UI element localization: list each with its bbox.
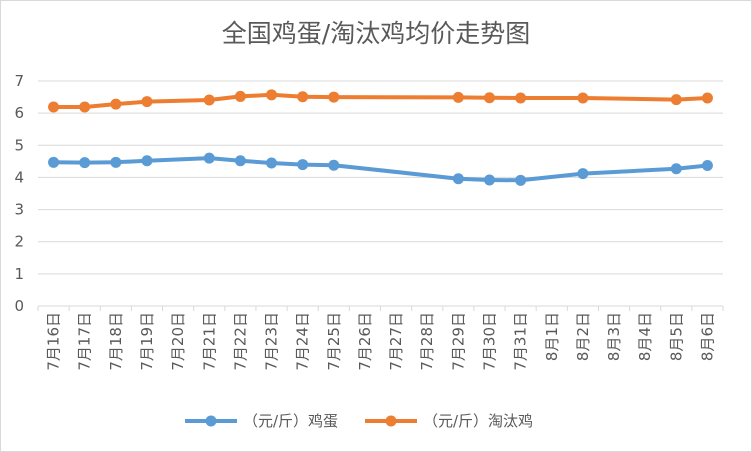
data-point: [328, 159, 340, 171]
x-tick-label: 7月28日: [418, 312, 436, 371]
data-point: [452, 173, 464, 185]
y-tick-label: 1: [14, 265, 24, 283]
x-tick-label: 7月21日: [200, 312, 218, 371]
data-point: [141, 96, 153, 108]
data-point: [670, 94, 682, 106]
x-tick-label: 7月29日: [449, 312, 467, 371]
y-tick-label: 7: [14, 72, 24, 90]
data-point: [297, 91, 309, 103]
x-tick-label: 8月5日: [667, 312, 685, 361]
y-tick-label: 4: [14, 168, 24, 186]
data-point: [515, 92, 527, 104]
data-point: [110, 98, 122, 110]
x-tick-label: 7月23日: [263, 312, 281, 371]
data-point: [234, 155, 246, 167]
data-point: [483, 92, 495, 104]
x-tick-label: 7月25日: [325, 312, 343, 371]
data-point: [515, 174, 527, 186]
x-axis: 7月16日 7月17日 7月18日 7月19日 7月20日 7月21日 7月22日 7月23日…: [37, 305, 724, 371]
data-point: [203, 94, 215, 106]
y-axis-ticks: 0 1 2 3 4 5 6 7: [14, 72, 24, 315]
data-point: [670, 163, 682, 175]
x-tick-label: 7月19日: [138, 312, 156, 371]
x-tick-label: 7月30日: [480, 312, 498, 371]
data-point: [79, 101, 91, 113]
gridlines: [38, 80, 723, 307]
legend-swatch-marker: [205, 415, 217, 427]
legend: （元/斤）鸡蛋 （元/斤）淘汰鸡: [185, 412, 533, 430]
legend-label: （元/斤）淘汰鸡: [423, 412, 533, 430]
data-point: [701, 92, 713, 104]
data-point: [701, 160, 713, 172]
data-point: [266, 89, 278, 101]
data-point: [234, 90, 246, 102]
x-tick-label: 7月18日: [107, 312, 125, 371]
data-point: [452, 91, 464, 103]
data-point: [577, 168, 589, 180]
data-point: [110, 156, 122, 168]
x-tick-label: 7月31日: [512, 312, 530, 371]
data-point: [79, 157, 91, 169]
data-point: [203, 152, 215, 164]
data-point: [141, 155, 153, 167]
x-tick-label: 7月27日: [387, 312, 405, 371]
x-tick-label: 7月22日: [231, 312, 249, 371]
chart-title: 全国鸡蛋/淘汰鸡均价走势图: [221, 19, 531, 48]
x-tick-label: 7月16日: [45, 312, 63, 371]
x-tick-label: 7月26日: [356, 312, 374, 371]
series-layer: [48, 89, 713, 186]
x-tick-label: 7月17日: [76, 312, 94, 371]
data-point: [48, 101, 60, 113]
data-point: [48, 156, 60, 168]
y-tick-label: 6: [14, 104, 24, 122]
x-tick-label: 8月1日: [543, 312, 561, 361]
x-tick-label: 8月3日: [605, 312, 623, 361]
y-tick-label: 3: [14, 201, 24, 219]
x-tick-label: 7月24日: [294, 312, 312, 371]
y-tick-label: 2: [14, 233, 24, 251]
legend-swatch-marker: [385, 415, 397, 427]
x-tick-label: 7月20日: [169, 312, 187, 371]
y-tick-label: 5: [14, 136, 24, 154]
data-point: [297, 159, 309, 171]
x-tick-label: 8月2日: [574, 312, 592, 361]
legend-label: （元/斤）鸡蛋: [243, 412, 338, 430]
data-point: [266, 157, 278, 169]
x-tick-label: 8月4日: [636, 312, 654, 361]
x-tick-label: 8月6日: [698, 312, 716, 361]
data-point: [483, 174, 495, 186]
data-point: [577, 92, 589, 104]
y-tick-label: 0: [14, 297, 24, 315]
data-point: [328, 91, 340, 103]
